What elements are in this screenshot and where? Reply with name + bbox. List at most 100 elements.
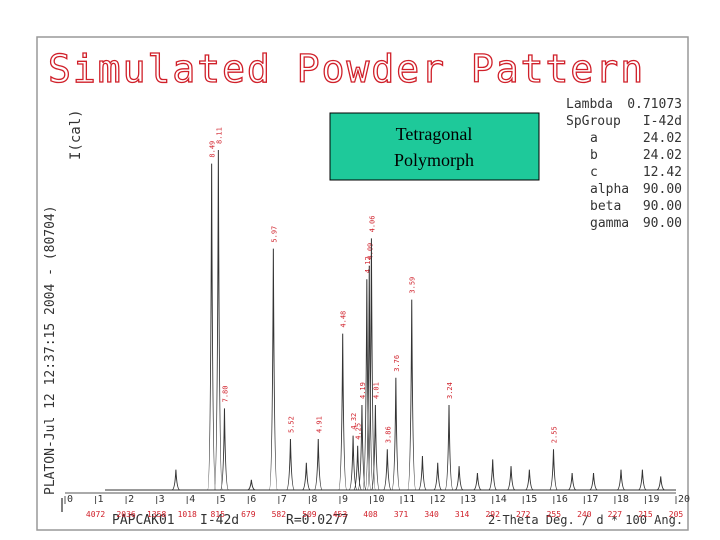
param-value: 90.00 [643,216,682,231]
x-d-label: 292 [485,510,500,519]
peak-label: 7.80 [221,386,229,403]
footer-text: PAPCAK01 [112,513,175,528]
param-label: gamma [590,216,629,231]
x-d-label: 2036 [116,510,135,519]
param-label: Lambda [566,97,613,112]
footer-text: I-42d [200,513,239,528]
peak-label: 4.09 [366,243,374,260]
x-tick-label: 14 [495,494,507,505]
peak-label: 3.24 [446,382,454,399]
param-value: 90.00 [643,182,682,197]
peak [444,404,454,491]
peak [638,469,647,491]
peak [370,404,380,491]
x-d-label: 255 [547,510,562,519]
peak [247,479,256,491]
x-d-label: 227 [608,510,623,519]
peak-label: 4.19 [359,382,367,399]
x-tick-label: 3 [159,494,165,505]
note-text: Tetragonal [396,124,473,144]
x-d-label: 815 [211,510,226,519]
x-tick-label: 2 [128,494,134,505]
peak-label: 3.76 [393,355,401,372]
peak [364,265,374,491]
peak [525,469,534,491]
x-tick-label: 11 [403,494,415,505]
peak [454,466,464,491]
peak [338,333,348,491]
x-d-label: 4072 [86,510,105,519]
peak [313,438,323,491]
peak-label: 5.97 [270,226,278,243]
y-label: I(cal) [68,109,84,160]
chart-title: Simulated Powder Pattern [48,47,645,91]
x-d-label: 340 [424,510,439,519]
peak [302,462,311,491]
param-value: 90.00 [643,199,682,214]
param-label: SpGroup [566,114,621,129]
peak [407,299,417,491]
x-tick-label: 7 [281,494,287,505]
peak [433,462,442,491]
peak-label: 2.55 [550,426,558,443]
x-tick-label: 17 [586,494,598,505]
param-label: a [590,131,598,146]
peak [171,469,181,491]
x-tick-label: 20 [678,494,690,505]
x-d-label: 314 [455,510,470,519]
param-label: c [590,165,598,180]
x-d-label: 371 [394,510,409,519]
footer-text: R=0.0277 [286,513,349,528]
x-tick-label: 6 [250,494,256,505]
peak-label: 4.25 [355,423,363,440]
peak [391,377,401,491]
peak-label: 4.32 [350,413,358,430]
x-d-label: 240 [577,510,592,519]
peak-label: 4.48 [340,311,348,328]
footer-text: 2-Theta Deg. / d * 100 Ang. [488,513,683,527]
param-value: 12.42 [643,165,682,180]
x-d-label: 509 [302,510,317,519]
peak [506,466,516,491]
x-tick-label: 0 [67,494,73,505]
x-tick-label: 8 [311,494,317,505]
peak [567,472,577,491]
x-d-label: 453 [333,510,348,519]
x-d-label: 582 [272,510,287,519]
peak [616,469,626,491]
peak [488,459,497,491]
peak [357,404,367,491]
param-label: alpha [590,182,629,197]
x-tick-label: 9 [342,494,348,505]
peak [285,438,295,491]
param-label: beta [590,199,621,214]
x-d-label: 215 [638,510,653,519]
param-value: 24.02 [643,131,682,146]
peak-label: 3.86 [384,426,392,443]
peak [418,455,427,491]
peak [473,472,482,491]
x-d-label: 408 [363,510,378,519]
side-label: PLATON-Jul 12 12:37:15 2004 - (80704) [43,205,58,495]
x-tick-label: 19 [647,494,659,505]
peak-label: 8.11 [215,127,223,144]
x-tick-label: 1 [98,494,104,505]
x-d-label: 679 [241,510,256,519]
x-tick-label: 5 [220,494,226,505]
peak [207,163,217,491]
peak [382,449,392,491]
param-value: I-42d [643,114,682,129]
x-tick-label: 18 [617,494,629,505]
peak-label: 4.06 [368,216,376,233]
param-value: 24.02 [643,148,682,163]
peak [549,449,558,491]
x-d-label: 1018 [178,510,197,519]
note-box [329,112,540,181]
x-tick-label: 13 [464,494,476,505]
x-tick-label: 4 [189,494,195,505]
x-tick-label: 15 [525,494,537,505]
peak [268,248,278,491]
peak-label: 5.52 [287,416,295,433]
note-text: Polymorph [394,150,474,170]
